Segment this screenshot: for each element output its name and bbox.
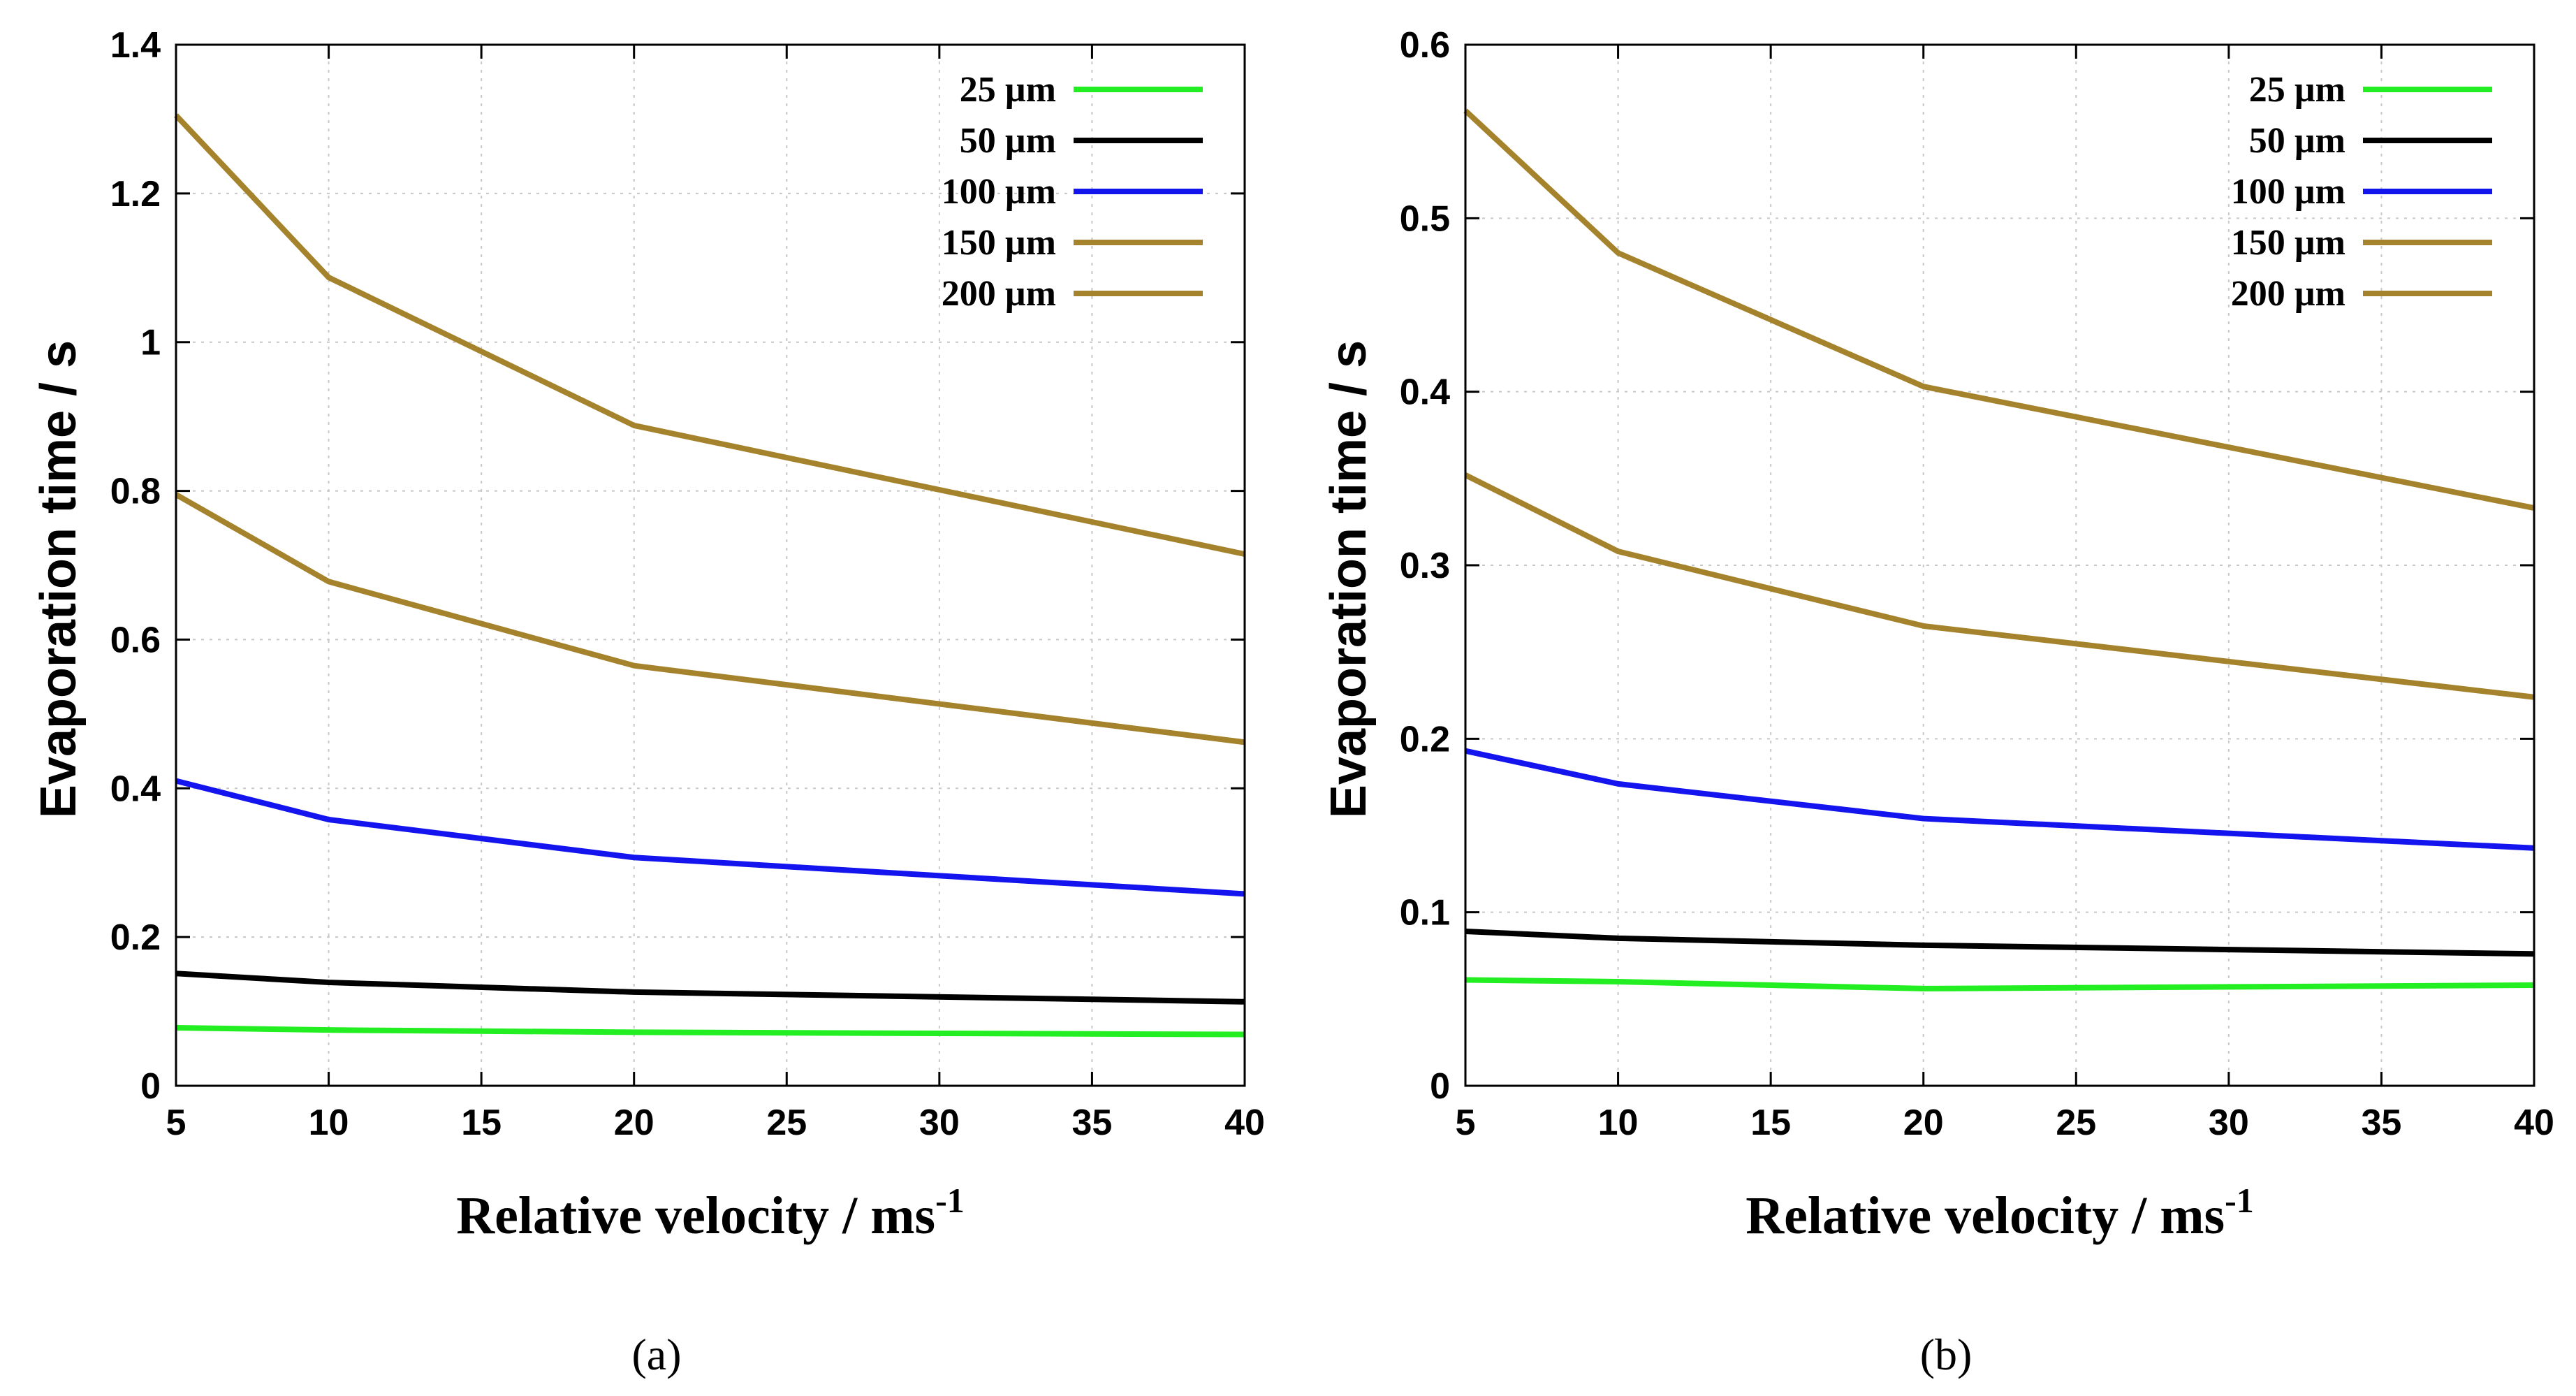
panel-caption: (b) [1920, 1330, 1973, 1379]
x-axis-label: Relative velocity / ms-1 [1746, 1181, 2254, 1245]
legend-label: 25 µm [960, 70, 1056, 110]
y-tick-label: 0.8 [110, 472, 161, 512]
panel-a: 5 10 15 20 25 30 35 40 0 0.2 0.4 0.6 0.8 1 1.2 1.4 Evapo… [31, 25, 1265, 1379]
series-line-100um [1465, 748, 2535, 851]
series-line-100um [175, 778, 1245, 897]
series-line-25um [1465, 977, 2535, 991]
series-line-150um [175, 492, 1245, 746]
y-tick-label: 1 [140, 323, 161, 363]
legend-label: 150 µm [2231, 223, 2346, 263]
x-tick-label: 35 [2362, 1103, 2402, 1143]
x-tick-label: 30 [919, 1103, 960, 1143]
y-tick-label: 0 [1430, 1066, 1450, 1107]
legend-label: 150 µm [942, 223, 1056, 263]
series-line-25um [175, 1024, 1245, 1038]
series-line-200um [1463, 108, 2535, 511]
legend-label: 200 µm [942, 274, 1056, 314]
x-tick-label: 30 [2209, 1103, 2249, 1143]
x-tick-label: 35 [1072, 1103, 1113, 1143]
x-axis-label-superscript: -1 [935, 1181, 965, 1220]
legend-label: 200 µm [2231, 274, 2346, 314]
x-tick-label: 20 [614, 1103, 654, 1143]
x-axis-label: Relative velocity / ms-1 [456, 1181, 965, 1245]
x-tick-label: 15 [1750, 1103, 1791, 1143]
x-tick-label: 10 [309, 1103, 349, 1143]
y-tick-label: 0.5 [1400, 198, 1450, 239]
y-tick-label: 0.6 [1400, 25, 1450, 66]
y-tick-label: 0.3 [1400, 546, 1450, 586]
legend-label: 100 µm [2231, 172, 2346, 212]
y-tick-label: 0 [140, 1066, 161, 1107]
x-tick-label: 40 [1224, 1103, 1265, 1143]
y-tick-label: 0.1 [1400, 893, 1450, 933]
legend-label: 50 µm [960, 121, 1056, 161]
plot-frame [175, 43, 1246, 1087]
y-tick-label: 0.6 [110, 620, 161, 660]
series-line-50um [175, 970, 1245, 1005]
y-axis-label: Evaporation time / s [1321, 340, 1377, 818]
y-tick-label: 1.2 [110, 174, 161, 215]
legend-label: 100 µm [942, 172, 1056, 212]
x-tick-label: 5 [166, 1103, 186, 1143]
panel-caption: (a) [631, 1330, 681, 1379]
x-tick-label: 25 [2056, 1103, 2096, 1143]
series-line-150um [1464, 472, 2535, 700]
x-axis-label-text: Relative velocity / ms [456, 1186, 935, 1245]
x-tick-label: 10 [1598, 1103, 1639, 1143]
y-tick-label: 1.4 [110, 25, 161, 66]
x-axis-label-superscript: -1 [2225, 1181, 2254, 1220]
panel-b: 5 10 15 20 25 30 35 40 0 0.1 0.2 0.3 0.4 0.5 0.6 Evapor… [1321, 25, 2554, 1379]
x-tick-label: 25 [766, 1103, 807, 1143]
series-line-50um [1465, 928, 2535, 957]
y-tick-label: 0.4 [1400, 372, 1450, 413]
x-axis-label-text: Relative velocity / ms [1746, 1186, 2225, 1245]
y-axis-label: Evaporation time / s [31, 340, 87, 818]
x-tick-label: 5 [1456, 1103, 1476, 1143]
x-tick-label: 15 [461, 1103, 502, 1143]
series-line-200um [174, 113, 1245, 557]
y-tick-label: 0.4 [110, 769, 161, 809]
legend-label: 50 µm [2249, 121, 2346, 161]
x-tick-label: 40 [2514, 1103, 2554, 1143]
legend-label: 25 µm [2249, 70, 2346, 110]
y-tick-label: 0.2 [110, 917, 161, 958]
y-tick-label: 0.2 [1400, 719, 1450, 759]
x-tick-label: 20 [1903, 1103, 1944, 1143]
